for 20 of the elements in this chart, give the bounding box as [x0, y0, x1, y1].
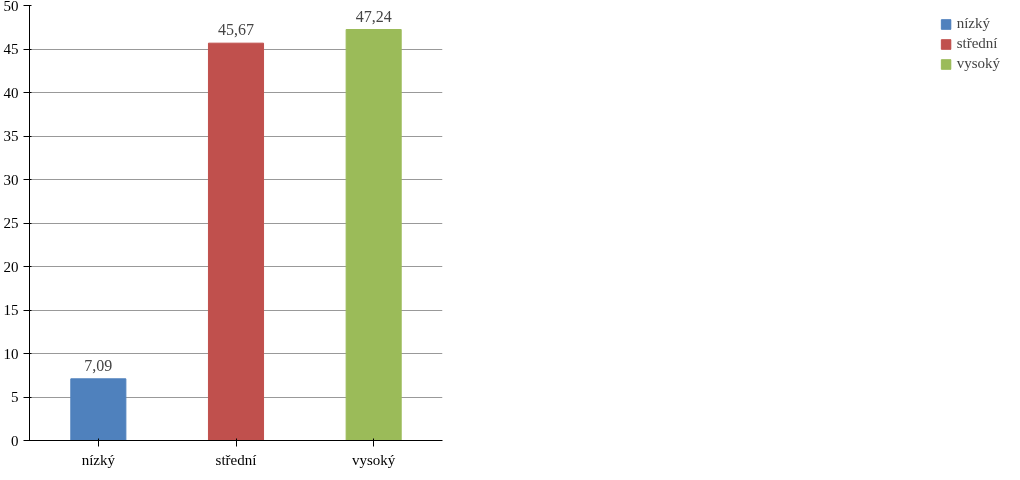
y-tick-label: 30	[3, 171, 19, 188]
legend-label: střední	[956, 35, 998, 52]
y-tick-label: 35	[3, 128, 19, 144]
y-tick-label: 10	[3, 345, 19, 362]
y-tick-label: 0	[11, 432, 19, 449]
legend-label: nízký	[956, 15, 990, 32]
x-tick-label: nízký	[81, 451, 116, 468]
x-tick-label: vysoký	[352, 451, 396, 468]
y-tick-label: 25	[3, 215, 19, 231]
data-label: 47,24	[355, 7, 392, 25]
y-tick-label: 45	[3, 41, 19, 57]
y-tick-label: 5	[11, 389, 19, 405]
y-tick-label: 40	[3, 84, 19, 101]
y-tick-label: 20	[3, 258, 19, 275]
data-label: 45,67	[218, 21, 254, 39]
legend-label: vysoký	[956, 55, 1000, 72]
data-label: 7,09	[84, 356, 113, 374]
x-tick-label: střední	[215, 451, 257, 468]
y-tick-label: 50	[3, 0, 19, 14]
y-tick-label: 15	[3, 302, 19, 318]
